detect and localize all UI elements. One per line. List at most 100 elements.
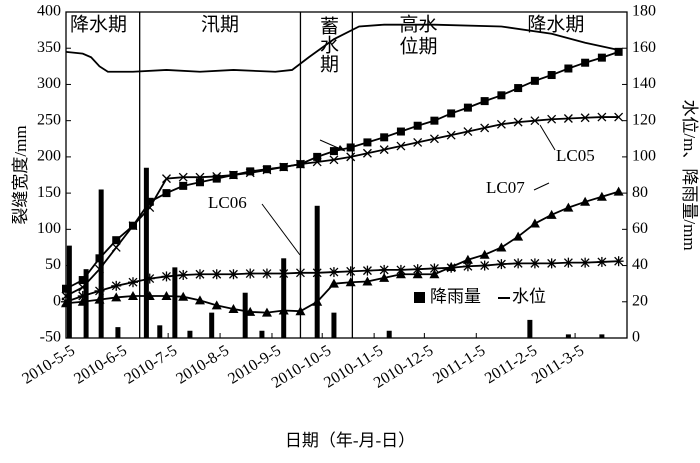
- series-line: [65, 260, 619, 303]
- marker: [195, 178, 204, 187]
- x-tick-label: 2011-3-5: [529, 342, 587, 387]
- marker: [395, 269, 406, 279]
- marker: [480, 97, 489, 106]
- marker: [362, 148, 372, 158]
- marker: [497, 91, 506, 100]
- legend-label: 降雨量: [430, 287, 481, 306]
- y2-tick-label: 120: [632, 111, 656, 128]
- marker: [480, 123, 490, 133]
- y2-tick-label: 40: [632, 256, 648, 273]
- marker-shape: [413, 121, 422, 130]
- marker-shape: [614, 47, 623, 56]
- y-tick-label: 250: [37, 111, 61, 128]
- marker: [614, 47, 623, 56]
- marker: [513, 258, 524, 269]
- marker: [547, 114, 557, 124]
- marker: [447, 109, 456, 118]
- y2-tick-label: 160: [632, 39, 656, 56]
- marker-shape: [513, 231, 524, 241]
- marker: [614, 112, 624, 122]
- marker-shape: [529, 218, 540, 228]
- marker: [413, 121, 422, 130]
- marker: [62, 284, 70, 293]
- marker: [380, 133, 389, 142]
- bar: [157, 325, 163, 338]
- marker-shape: [245, 306, 256, 316]
- marker: [413, 137, 423, 147]
- marker: [396, 141, 406, 151]
- marker: [346, 152, 356, 162]
- marker-shape: [127, 290, 138, 300]
- marker-shape: [597, 53, 606, 62]
- marker-shape: [279, 162, 289, 172]
- marker-shape: [245, 168, 255, 178]
- marker-shape: [430, 116, 439, 125]
- period-label: 降水期: [527, 13, 584, 35]
- marker: [312, 157, 322, 167]
- y-tick-label: 150: [37, 184, 61, 201]
- marker: [279, 162, 289, 172]
- marker: [127, 277, 138, 288]
- marker: [111, 280, 122, 291]
- marker-shape: [446, 130, 456, 140]
- marker-shape: [380, 133, 389, 142]
- bar: [209, 312, 215, 338]
- marker: [245, 268, 256, 279]
- series-label: LC05: [556, 146, 595, 165]
- marker-shape: [179, 181, 188, 190]
- marker: [162, 189, 171, 198]
- y2-tick-label: 80: [632, 184, 648, 201]
- marker-shape: [496, 242, 507, 252]
- series-line: [65, 50, 619, 290]
- marker: [329, 155, 339, 165]
- bar: [331, 312, 337, 338]
- marker-shape: [596, 191, 607, 201]
- marker: [513, 231, 524, 241]
- marker-shape: [363, 138, 372, 147]
- series-line: [65, 23, 619, 73]
- marker: [313, 152, 322, 161]
- marker: [546, 258, 557, 269]
- marker-shape: [195, 178, 204, 187]
- marker-shape: [112, 236, 121, 245]
- marker-shape: [229, 170, 238, 180]
- marker: [78, 276, 87, 285]
- marker-shape: [128, 221, 138, 231]
- marker-shape: [329, 155, 339, 165]
- marker: [429, 269, 440, 279]
- marker: [463, 127, 473, 136]
- marker-shape: [563, 114, 573, 123]
- y2-tick-label: 60: [632, 220, 648, 237]
- marker: [597, 53, 606, 62]
- y2-tick-label: 20: [632, 292, 648, 309]
- marker-shape: [396, 127, 405, 136]
- marker-shape: [412, 269, 423, 279]
- x-axis-label: 日期（年-月-日）: [285, 431, 415, 450]
- marker: [295, 306, 306, 316]
- marker-shape: [581, 58, 590, 67]
- leader: [533, 182, 550, 191]
- marker-shape: [547, 114, 557, 124]
- leader: [539, 124, 556, 151]
- marker-shape: [547, 71, 556, 80]
- bar: [527, 319, 533, 338]
- marker: [245, 168, 255, 178]
- marker-shape: [514, 84, 523, 93]
- marker: [412, 269, 423, 279]
- marker: [513, 117, 523, 127]
- marker-shape: [446, 262, 457, 272]
- period-label: 位期: [400, 35, 438, 57]
- y-tick-label: 0: [53, 292, 61, 309]
- bar: [115, 327, 121, 338]
- marker-shape: [463, 103, 472, 112]
- bar: [143, 167, 149, 338]
- marker: [379, 272, 390, 282]
- marker: [245, 306, 256, 316]
- period-label: 汛期: [201, 13, 239, 35]
- marker: [363, 138, 372, 147]
- marker-shape: [178, 291, 189, 301]
- y-tick-label: 100: [37, 220, 61, 237]
- marker-shape: [195, 172, 205, 182]
